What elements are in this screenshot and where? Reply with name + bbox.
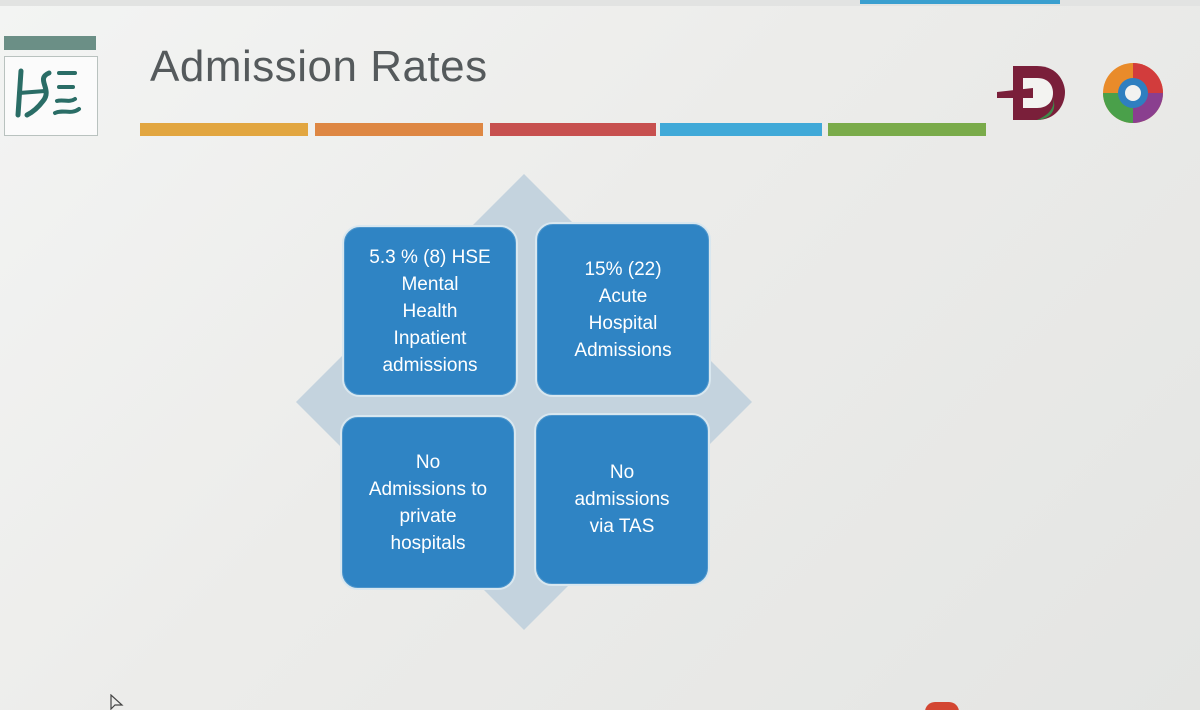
quadrant-mental-health-admissions: 5.3 % (8) HSE Mental Health Inpatient ad… bbox=[342, 225, 518, 397]
taskbar-edge-marker bbox=[925, 702, 959, 710]
color-bar-blue bbox=[660, 123, 822, 136]
quadrant-tas-admissions: No admissions via TAS bbox=[534, 413, 710, 586]
hse-logo-icon bbox=[4, 56, 98, 136]
wheel-logo-icon bbox=[1100, 60, 1166, 131]
window-accent-strip bbox=[860, 0, 1060, 4]
color-bar-orange bbox=[140, 123, 308, 136]
color-bar-green bbox=[828, 123, 986, 136]
title-color-bars bbox=[140, 123, 990, 138]
quadrant-private-hospitals: No Admissions to private hospitals bbox=[340, 415, 516, 590]
hse-header-bar bbox=[4, 36, 96, 50]
slide-title: Admission Rates bbox=[150, 42, 488, 91]
color-bar-amber bbox=[315, 123, 483, 136]
d-logo-icon bbox=[995, 58, 1075, 133]
quadrant-acute-hospital-admissions: 15% (22) Acute Hospital Admissions bbox=[535, 222, 711, 397]
window-top-edge bbox=[0, 0, 1200, 6]
color-bar-red bbox=[490, 123, 656, 136]
mouse-cursor-icon bbox=[110, 693, 124, 710]
